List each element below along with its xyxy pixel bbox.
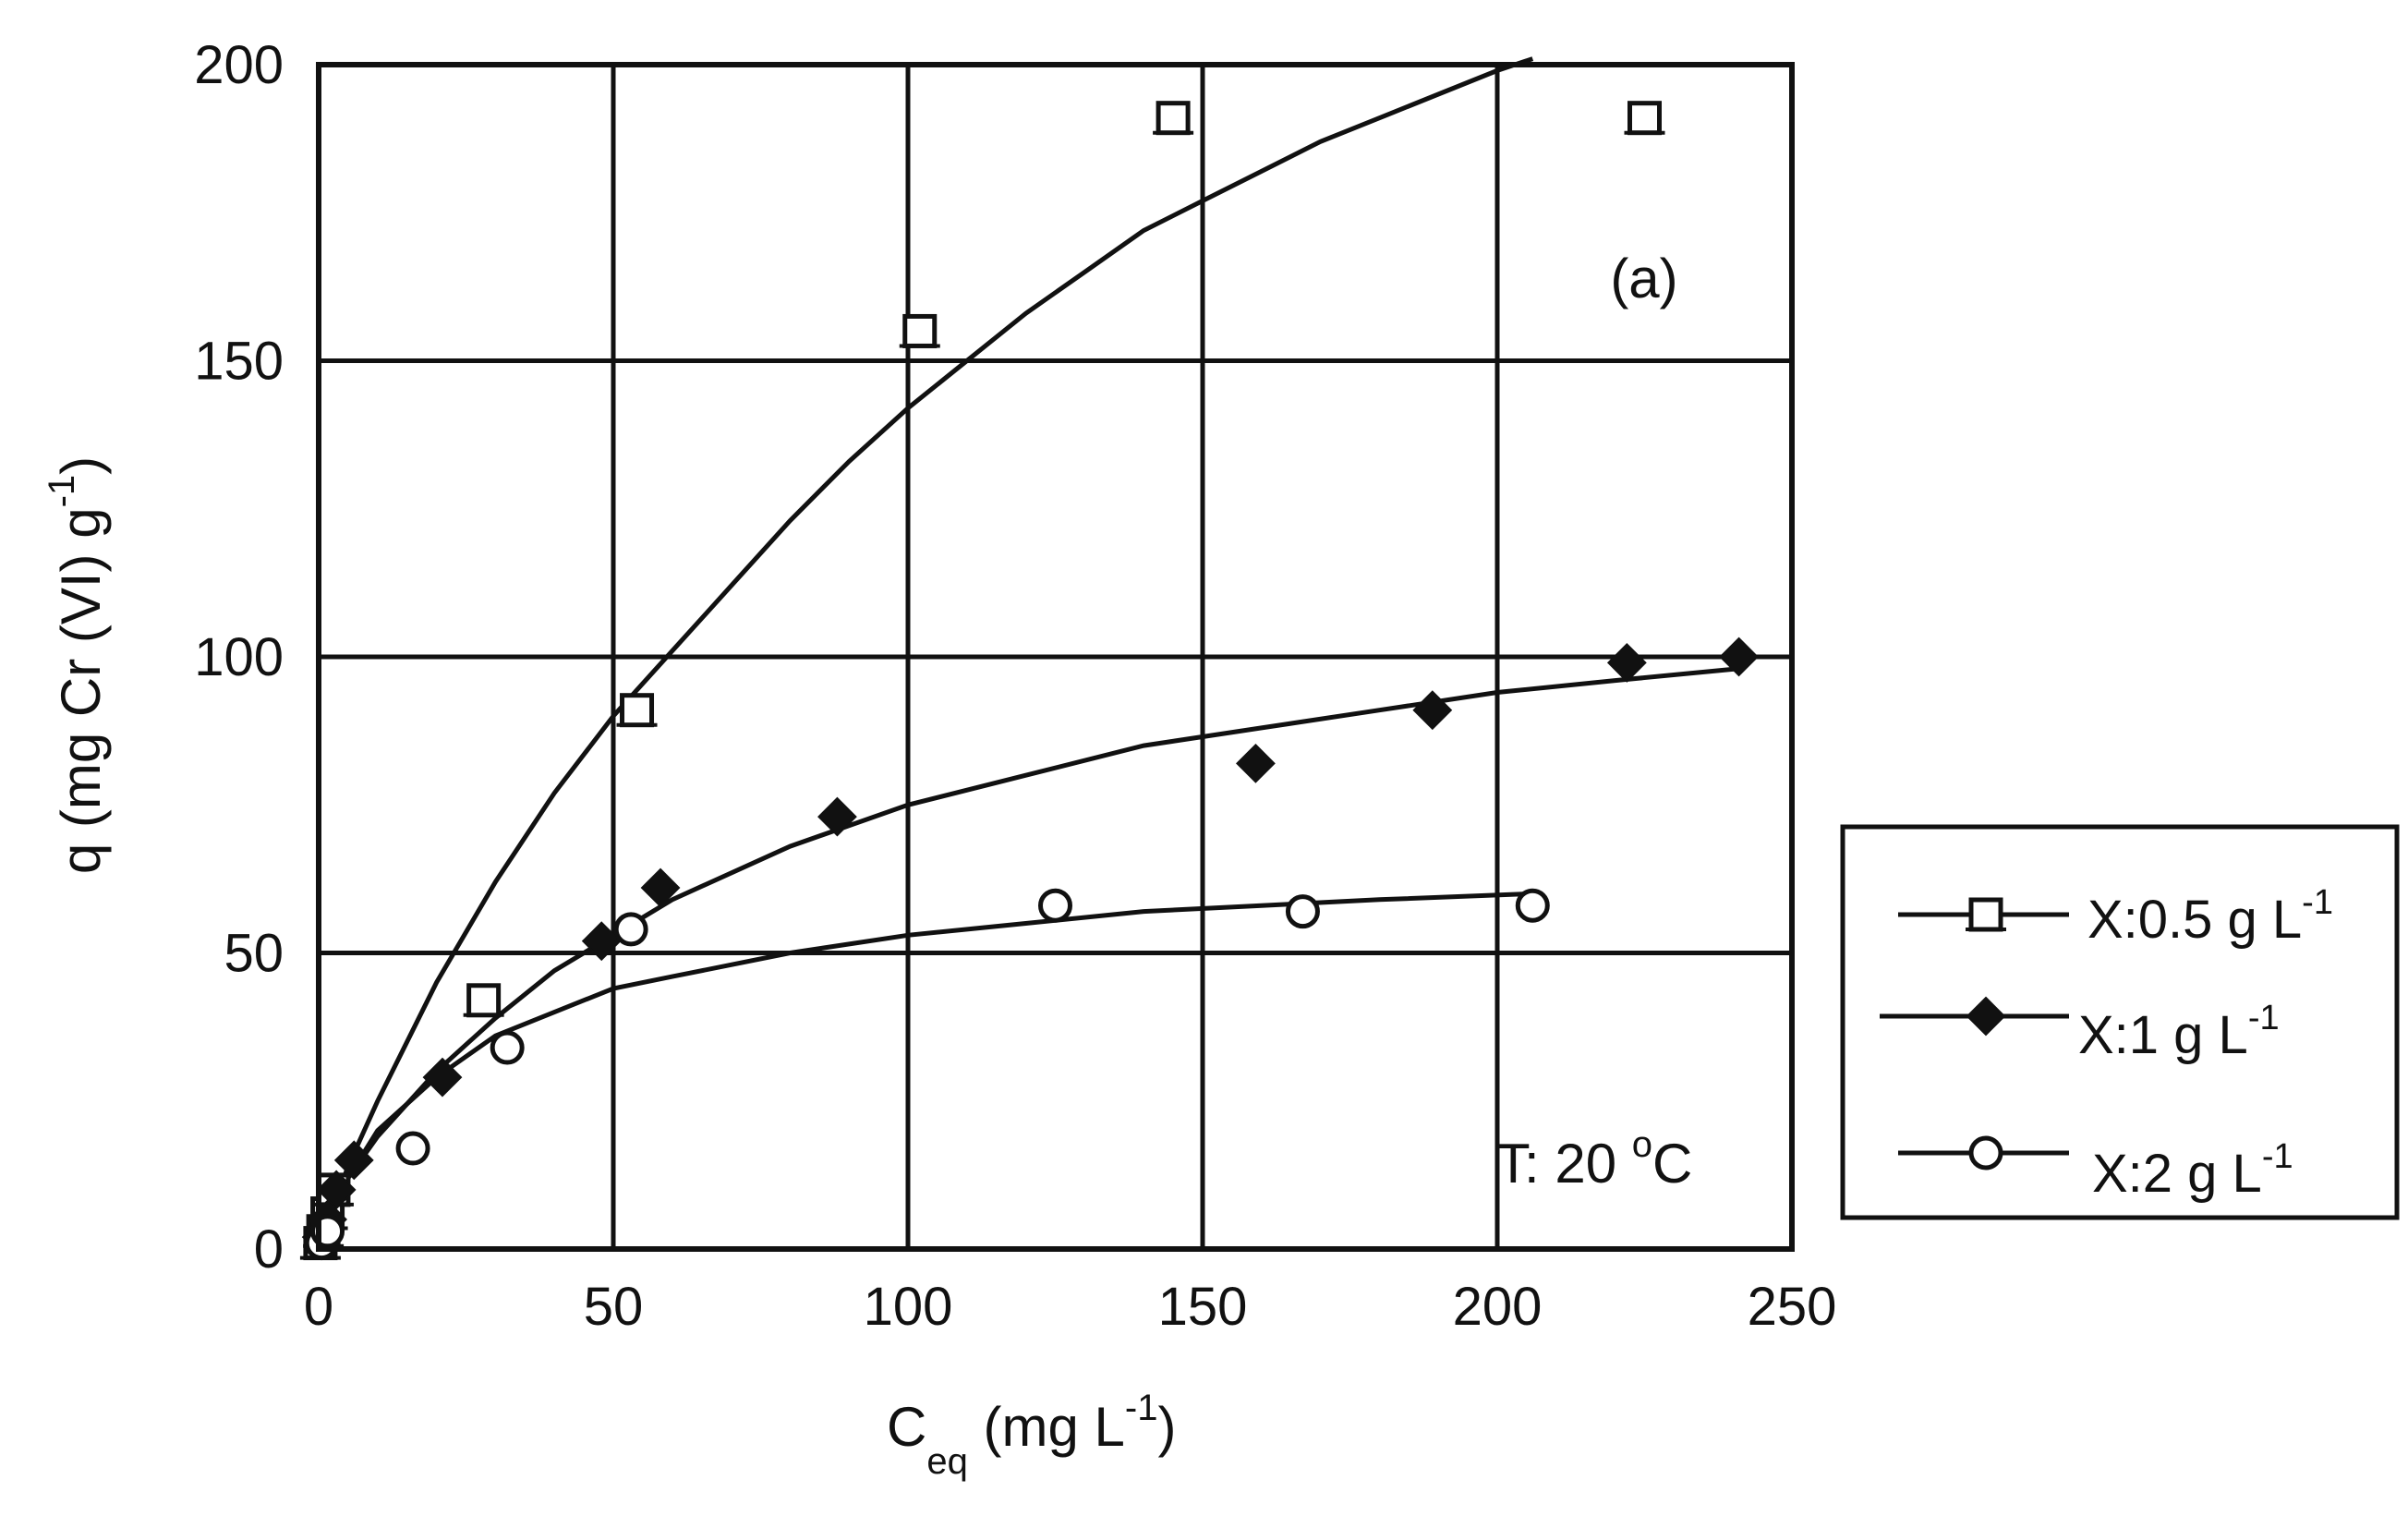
x-axis-title-unit: (mg L bbox=[968, 1396, 1125, 1458]
legend-label-1: X:1 g L-1 bbox=[2078, 999, 2280, 1065]
x-tick-label: 250 bbox=[1748, 1277, 1837, 1337]
temperature-label-prefix: T: 20 bbox=[1496, 1133, 1632, 1195]
fit-line-series-0 bbox=[316, 56, 1534, 1250]
data-point-series-1 bbox=[1606, 642, 1647, 683]
x-axis-title-close: ) bbox=[1157, 1396, 1176, 1458]
data-point-series-1 bbox=[1236, 743, 1276, 783]
data-point-series-1 bbox=[640, 867, 681, 908]
legend-entry-0p5: X:0.5 g L-1 bbox=[1898, 883, 2333, 950]
data-point-series-0 bbox=[616, 693, 658, 728]
data-point-series-0 bbox=[899, 313, 940, 348]
plot-frame bbox=[316, 62, 1795, 1252]
y-tick-label: 0 bbox=[254, 1219, 284, 1280]
data-point-series-2 bbox=[1515, 888, 1550, 923]
panel-label: (a) bbox=[1610, 248, 1677, 309]
x-tick-label: 100 bbox=[864, 1277, 953, 1337]
legend-label-0p5: X:0.5 g L-1 bbox=[2087, 883, 2333, 950]
data-markers-layer bbox=[299, 101, 1759, 1261]
x-tick-label: 0 bbox=[304, 1277, 333, 1337]
y-axis-title: q (mg Cr (VI) g-1) bbox=[42, 456, 112, 874]
legend-label-2: X:2 g L-1 bbox=[2092, 1137, 2293, 1204]
y-tick-label: 200 bbox=[194, 35, 284, 95]
x-tick-label: 150 bbox=[1158, 1277, 1248, 1337]
x-axis-title: Ceq (mg L-1) bbox=[887, 1388, 1176, 1482]
legend-label-2-sup: -1 bbox=[2262, 1137, 2293, 1176]
legend-marker-1 bbox=[1966, 996, 2006, 1037]
legend-symbol-2 bbox=[1968, 1135, 2003, 1170]
data-point-series-0 bbox=[1624, 101, 1665, 136]
legend-entry-1: X:1 g L-1 bbox=[1880, 996, 2280, 1065]
x-tick-label: 50 bbox=[584, 1277, 644, 1337]
y-axis-title-superscript: -1 bbox=[42, 475, 82, 508]
y-tick-label: 150 bbox=[194, 332, 284, 392]
data-point-series-1 bbox=[333, 1140, 374, 1181]
data-point-series-1 bbox=[422, 1057, 463, 1098]
legend-marker-2 bbox=[1968, 1135, 2003, 1170]
fit-line-series-2 bbox=[316, 891, 1533, 1250]
temperature-label-degree: o bbox=[1632, 1124, 1652, 1165]
x-axis-title-main: C bbox=[887, 1396, 926, 1458]
legend-label-0p5-main: X:0.5 g L bbox=[2087, 890, 2302, 950]
y-tick-label: 50 bbox=[224, 924, 284, 984]
data-point-series-1 bbox=[1412, 690, 1453, 731]
legend-label-1-sup: -1 bbox=[2248, 999, 2280, 1037]
data-point-series-1 bbox=[581, 921, 622, 962]
data-point-series-1 bbox=[1719, 637, 1759, 677]
data-point-series-1 bbox=[817, 796, 857, 837]
data-point-series-0 bbox=[1153, 101, 1194, 136]
data-point-series-2 bbox=[395, 1131, 430, 1166]
legend-symbol-1 bbox=[1966, 996, 2006, 1037]
x-axis-title-subscript: eq bbox=[926, 1441, 968, 1482]
data-point-series-2 bbox=[1038, 888, 1072, 923]
x-tick-label: 200 bbox=[1453, 1277, 1543, 1337]
temperature-label: T: 20 oC bbox=[1496, 1124, 1692, 1195]
legend: X:0.5 g L-1 X:1 g L-1 X:2 g L-1 bbox=[1840, 824, 2400, 1220]
temperature-label-unit: C bbox=[1652, 1133, 1692, 1195]
legend-label-0p5-sup: -1 bbox=[2302, 883, 2333, 922]
legend-marker-0p5 bbox=[1966, 897, 2006, 932]
data-point-series-2 bbox=[613, 912, 648, 947]
data-point-series-0 bbox=[463, 983, 504, 1018]
legend-symbol-0 bbox=[1966, 897, 2006, 932]
legend-label-2-main: X:2 g L bbox=[2092, 1144, 2262, 1204]
data-point-series-2 bbox=[490, 1030, 525, 1065]
y-tick-label: 100 bbox=[194, 627, 284, 687]
tick-labels-layer: 0 50 100 150 200 250 0 50 100 150 200 bbox=[194, 35, 1836, 1337]
legend-entry-2: X:2 g L-1 bbox=[1898, 1135, 2293, 1204]
data-point-series-1 bbox=[316, 1170, 357, 1210]
data-point-series-2 bbox=[1285, 894, 1320, 929]
y-axis-title-main: q (mg Cr (VI) g bbox=[50, 507, 112, 874]
x-axis-title-superscript: -1 bbox=[1125, 1388, 1158, 1428]
legend-label-1-main: X:1 g L bbox=[2078, 1005, 2248, 1065]
y-axis-title-close: ) bbox=[50, 456, 112, 475]
